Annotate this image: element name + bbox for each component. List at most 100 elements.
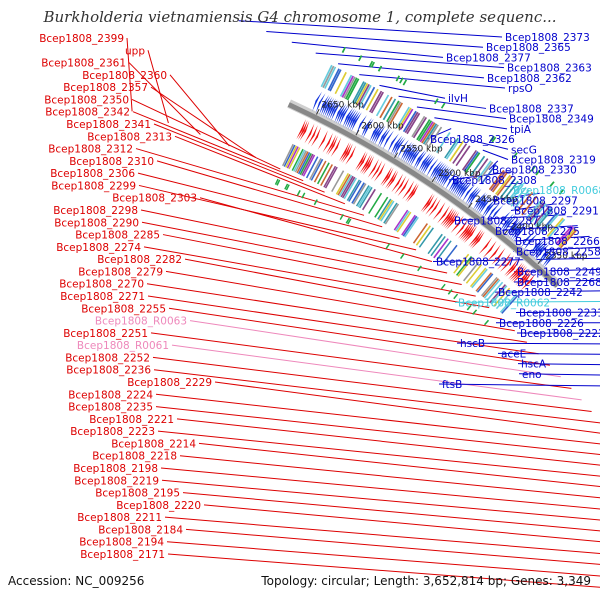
inner-green-mark: [453, 293, 459, 300]
reverse-feature-block: [436, 240, 452, 261]
reverse-feature-block: [352, 183, 367, 205]
reverse-gene-arrow: [443, 209, 457, 228]
inner-green-mark: [274, 178, 279, 185]
right-connector-line: [494, 290, 600, 293]
forward-gene-arrow: [390, 135, 403, 155]
reverse-gene-arrow: [508, 262, 523, 280]
reverse-feature-block: [470, 267, 487, 288]
forward-feature-block: [339, 74, 353, 97]
inner-green-mark: [284, 183, 289, 190]
left-connector-line: [147, 295, 539, 355]
reverse-gene-arrow: [437, 205, 450, 224]
reverse-feature-block: [482, 278, 499, 298]
left-gene-label: Bcep1808_2306: [50, 168, 135, 180]
forward-feature-block: [510, 186, 527, 207]
reverse-gene-arrow: [420, 193, 433, 212]
forward-feature-block: [334, 71, 347, 95]
reverse-feature-block: [331, 170, 345, 192]
left-gene-label: Bcep1808_2198: [73, 463, 158, 475]
left-connector-line: [161, 479, 600, 521]
left-gene-label: Bcep1808_2171: [80, 549, 165, 561]
forward-feature-block: [533, 205, 550, 226]
reverse-gene-arrow: [380, 166, 392, 186]
reverse-gene-arrow: [520, 273, 536, 291]
forward-feature-block: [502, 180, 519, 201]
right-connector-line: [515, 311, 600, 314]
reverse-feature-block: [483, 279, 501, 299]
forward-gene-arrow: [325, 98, 336, 119]
right-connector-line: [359, 74, 506, 89]
right-connector-line: [398, 95, 487, 109]
reverse-gene-arrow: [461, 223, 475, 241]
right-connector-line: [338, 63, 485, 79]
outer-green-mark: [399, 77, 404, 84]
reverse-gene-arrow: [338, 142, 350, 162]
reverse-feature-block: [351, 182, 365, 204]
forward-gene-arrow: [448, 173, 461, 192]
inner-green-mark: [447, 289, 453, 295]
left-gene-label: Bcep1808_2184: [98, 524, 183, 536]
reverse-feature-block: [475, 272, 492, 292]
reverse-gene-arrow: [374, 162, 386, 182]
reverse-feature-block: [305, 156, 319, 179]
forward-gene-arrow: [346, 109, 357, 129]
left-connector-line: [153, 369, 600, 424]
forward-feature-block: [513, 189, 530, 210]
forward-gene-arrow: [382, 130, 394, 150]
forward-feature-block: [465, 152, 481, 173]
right-gene-label: Bcep1808_2363: [507, 63, 592, 75]
feature-blocks: [274, 46, 578, 326]
inner-green-mark: [296, 190, 301, 196]
forward-gene-arrow: [482, 199, 496, 217]
forward-gene-arrow: [377, 127, 389, 147]
forward-feature-block: [343, 76, 356, 99]
forward-feature-block: [375, 94, 390, 117]
reverse-feature-block: [285, 145, 298, 168]
reverse-gene-arrow: [356, 152, 368, 172]
right-gene-label: Bcep1808_2308: [452, 175, 537, 187]
forward-gene-arrow: [342, 107, 354, 127]
left-connector-line: [167, 553, 600, 588]
reverse-gene-arrow: [311, 126, 322, 147]
reverse-gene-arrow: [386, 170, 399, 190]
forward-gene-arrow: [529, 238, 544, 256]
left-connector-line: [166, 541, 600, 577]
left-connector-line: [135, 148, 365, 216]
left-gene-label: Bcep1808_2219: [74, 475, 159, 487]
reverse-feature-block: [317, 162, 330, 185]
reverse-feature-block: [430, 236, 446, 257]
right-connector-line: [416, 106, 507, 120]
reverse-feature-block: [378, 199, 393, 221]
reverse-gene-arrow: [482, 240, 497, 258]
reverse-gene-arrow: [512, 266, 527, 283]
reverse-feature-block: [342, 176, 356, 199]
left-gene-label: Bcep1808_2290: [54, 217, 139, 229]
forward-gene-arrow: [503, 216, 517, 234]
inner-green-mark: [472, 309, 478, 315]
reverse-feature-block: [348, 180, 362, 202]
reverse-gene-arrow: [359, 154, 371, 174]
forward-gene-arrow: [542, 250, 557, 267]
right-gene-label: Bcep1808_2297: [493, 195, 578, 207]
forward-gene-arrow: [486, 202, 501, 221]
forward-feature-block: [358, 84, 372, 107]
forward-feature-block: [322, 65, 335, 88]
tick-label-0: 2650 kbp: [321, 101, 364, 111]
reverse-gene-arrow: [422, 194, 435, 213]
forward-feature-block: [499, 178, 516, 199]
reverse-gene-arrow: [463, 225, 478, 243]
tick-mark: [468, 202, 473, 208]
reverse-gene-arrow: [325, 134, 337, 155]
forward-gene-arrow: [479, 196, 493, 215]
reverse-feature-block: [493, 287, 511, 307]
forward-gene-arrow: [408, 146, 421, 166]
right-gene-label: Bcep1808_2277: [436, 257, 521, 269]
right-gene-label: eno: [522, 369, 542, 381]
forward-gene-arrow: [410, 147, 423, 167]
right-connector-line: [438, 383, 600, 387]
reverse-feature-block: [489, 284, 506, 304]
forward-gene-arrow: [445, 171, 458, 190]
right-connector-line: [497, 352, 600, 355]
genome-backbone: [287, 99, 562, 289]
reverse-feature-block: [296, 151, 309, 174]
